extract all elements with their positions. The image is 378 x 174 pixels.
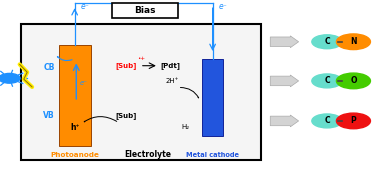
FancyArrow shape: [270, 36, 299, 48]
FancyArrowPatch shape: [180, 88, 198, 98]
Text: h⁺: h⁺: [70, 124, 79, 132]
Text: O: O: [350, 76, 357, 85]
Text: C: C: [324, 116, 330, 125]
Text: C: C: [324, 37, 330, 46]
Text: CB: CB: [43, 63, 55, 72]
Bar: [21, 24, 261, 160]
Bar: [59, 45, 91, 146]
Text: [Sub]: [Sub]: [115, 62, 137, 69]
FancyArrowPatch shape: [84, 117, 117, 122]
Circle shape: [336, 34, 370, 50]
Bar: [112, 3, 178, 18]
Circle shape: [312, 114, 342, 128]
Circle shape: [312, 35, 342, 49]
Text: •+: •+: [137, 56, 145, 61]
FancyArrowPatch shape: [57, 57, 72, 61]
Circle shape: [336, 73, 370, 89]
Circle shape: [312, 74, 342, 88]
Text: C: C: [324, 76, 330, 85]
Text: H₂: H₂: [181, 124, 189, 129]
Text: Bias: Bias: [134, 6, 155, 15]
Text: N: N: [350, 37, 357, 46]
Text: e⁻: e⁻: [80, 80, 88, 86]
Text: e⁻: e⁻: [218, 2, 227, 11]
FancyArrow shape: [270, 115, 299, 127]
Text: VB: VB: [43, 111, 55, 120]
FancyArrow shape: [270, 75, 299, 87]
Text: Metal cathode: Metal cathode: [186, 152, 239, 158]
Text: Photoanode: Photoanode: [50, 152, 99, 158]
Text: P: P: [350, 116, 356, 125]
Circle shape: [336, 113, 370, 129]
Circle shape: [0, 73, 20, 83]
Text: 2H⁺: 2H⁺: [165, 78, 179, 84]
Bar: [202, 59, 223, 136]
Text: [Sub]: [Sub]: [115, 112, 137, 119]
Text: e⁻: e⁻: [80, 2, 89, 11]
Text: [Pdt]: [Pdt]: [161, 62, 181, 69]
Text: Electrolyte: Electrolyte: [124, 150, 172, 159]
